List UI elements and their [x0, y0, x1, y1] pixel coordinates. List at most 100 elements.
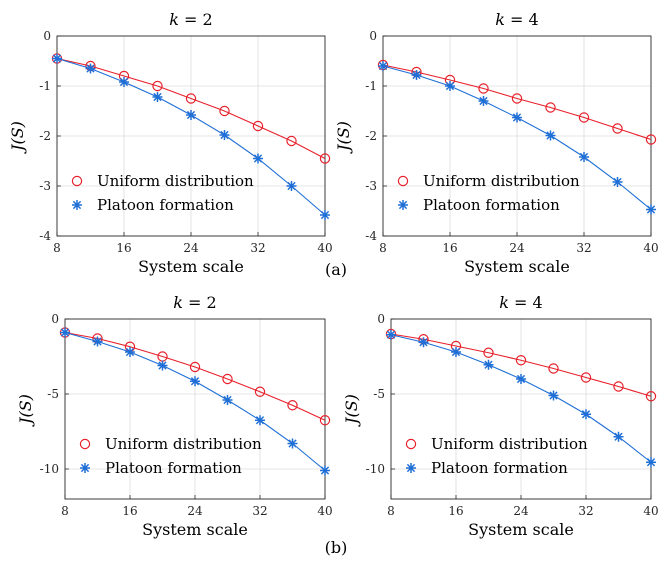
y-tick-label: -3	[39, 179, 51, 193]
y-axis-label: J(S)	[342, 394, 361, 427]
data-point	[157, 360, 168, 371]
legend-marker	[80, 463, 90, 473]
x-tick-label: 24	[183, 241, 199, 255]
data-point	[253, 153, 263, 164]
x-tick-label: 40	[643, 504, 658, 518]
data-point	[451, 347, 461, 357]
legend-marker	[79, 438, 91, 450]
y-tick-label: 0	[51, 312, 59, 326]
y-tick-label: -1	[39, 79, 51, 93]
data-point	[645, 391, 657, 402]
data-point	[612, 177, 623, 187]
data-point	[255, 415, 265, 426]
data-point	[646, 204, 656, 215]
data-point	[60, 327, 70, 338]
data-point	[478, 83, 489, 94]
legend-label: Uniform distribution	[423, 172, 580, 190]
y-axis-label: J(S)	[8, 121, 27, 154]
data-point	[612, 123, 623, 134]
x-tick-label: 24	[509, 241, 525, 255]
data-point	[287, 400, 298, 411]
legend-marker	[71, 175, 83, 187]
data-point	[578, 112, 590, 123]
x-tick-label: 32	[252, 504, 267, 518]
legend-marker	[72, 200, 82, 210]
axes-box	[64, 318, 326, 500]
chart-title: k = 4	[495, 10, 538, 29]
data-point	[581, 409, 591, 420]
data-point	[320, 465, 330, 476]
data-point	[613, 431, 624, 442]
data-point	[85, 63, 96, 74]
legend-label: Platoon formation	[423, 196, 560, 214]
axes-box	[382, 35, 652, 237]
x-tick-label: 16	[442, 241, 457, 255]
data-point	[222, 373, 233, 385]
chart-4: 8 16 24 32 40 0 -5 -10 k = 4 System scale J(S) Unif…	[342, 293, 659, 539]
legend-marker	[397, 175, 409, 187]
data-point	[222, 395, 233, 405]
x-tick-label: 8	[387, 504, 395, 518]
legend-marker	[398, 200, 408, 210]
series-line-1	[390, 333, 652, 397]
y-tick-label: -10	[366, 462, 385, 476]
legend-label: Platoon formation	[431, 459, 568, 477]
data-point	[152, 92, 163, 102]
data-point	[515, 355, 527, 366]
data-point	[483, 359, 494, 370]
data-point	[645, 134, 657, 145]
x-tick-label: 32	[576, 241, 591, 255]
x-tick-label: 32	[578, 504, 593, 518]
data-point	[319, 415, 331, 426]
data-point	[286, 135, 297, 147]
x-tick-label: 40	[317, 241, 332, 255]
data-point	[219, 105, 230, 117]
data-point	[252, 120, 264, 132]
data-point	[190, 376, 200, 387]
data-point	[378, 61, 388, 71]
data-point	[92, 336, 103, 347]
data-point	[287, 438, 298, 449]
x-axis-label: System scale	[138, 257, 244, 276]
chart-1: 8 16 24 32 40 0 -1 -2 -3 -4 k = 2 System scale J(S) U…	[8, 10, 333, 276]
data-point	[320, 210, 330, 220]
x-tick-label: 32	[250, 241, 265, 255]
y-tick-label: -5	[373, 387, 385, 401]
x-tick-label: 24	[187, 504, 203, 518]
y-tick-label: 0	[369, 29, 377, 43]
data-point	[516, 374, 526, 384]
axes-box	[390, 318, 652, 500]
data-point	[411, 70, 422, 80]
data-point	[418, 337, 429, 348]
legend-marker	[406, 463, 416, 473]
series-line-1	[56, 57, 326, 159]
data-point	[219, 130, 230, 140]
y-tick-label: -4	[365, 229, 377, 243]
chart-title: k = 2	[173, 293, 216, 312]
y-tick-label: 0	[43, 29, 51, 43]
legend-label: Uniform distribution	[97, 172, 254, 190]
series-line-1	[64, 331, 326, 421]
legend-marker	[405, 438, 417, 450]
legend-label: Platoon formation	[105, 459, 242, 477]
caption-a: (a)	[325, 260, 347, 279]
y-tick-label: -10	[40, 462, 59, 476]
y-tick-label: -2	[39, 129, 51, 143]
data-point	[152, 80, 163, 92]
y-tick-label: -4	[39, 229, 51, 243]
legend-label: Uniform distribution	[105, 435, 262, 453]
caption-b: (b)	[325, 538, 348, 557]
chart-2: 8 16 24 32 40 0 -1 -2 -3 -4 k = 4 System scale J(S) U…	[334, 10, 659, 276]
x-tick-label: 16	[122, 504, 137, 518]
x-tick-label: 8	[61, 504, 69, 518]
chart-title: k = 2	[169, 10, 212, 29]
series-line-1	[382, 64, 652, 141]
data-point	[548, 363, 559, 374]
axes-box	[56, 35, 326, 237]
data-point	[186, 110, 196, 120]
x-axis-label: System scale	[464, 257, 570, 276]
x-tick-label: 24	[513, 504, 529, 518]
data-point	[445, 81, 455, 91]
y-tick-label: -2	[365, 129, 377, 143]
chart-3: 8 16 24 32 40 0 -5 -10 k = 2 System scale J(S) Unif…	[16, 293, 333, 539]
